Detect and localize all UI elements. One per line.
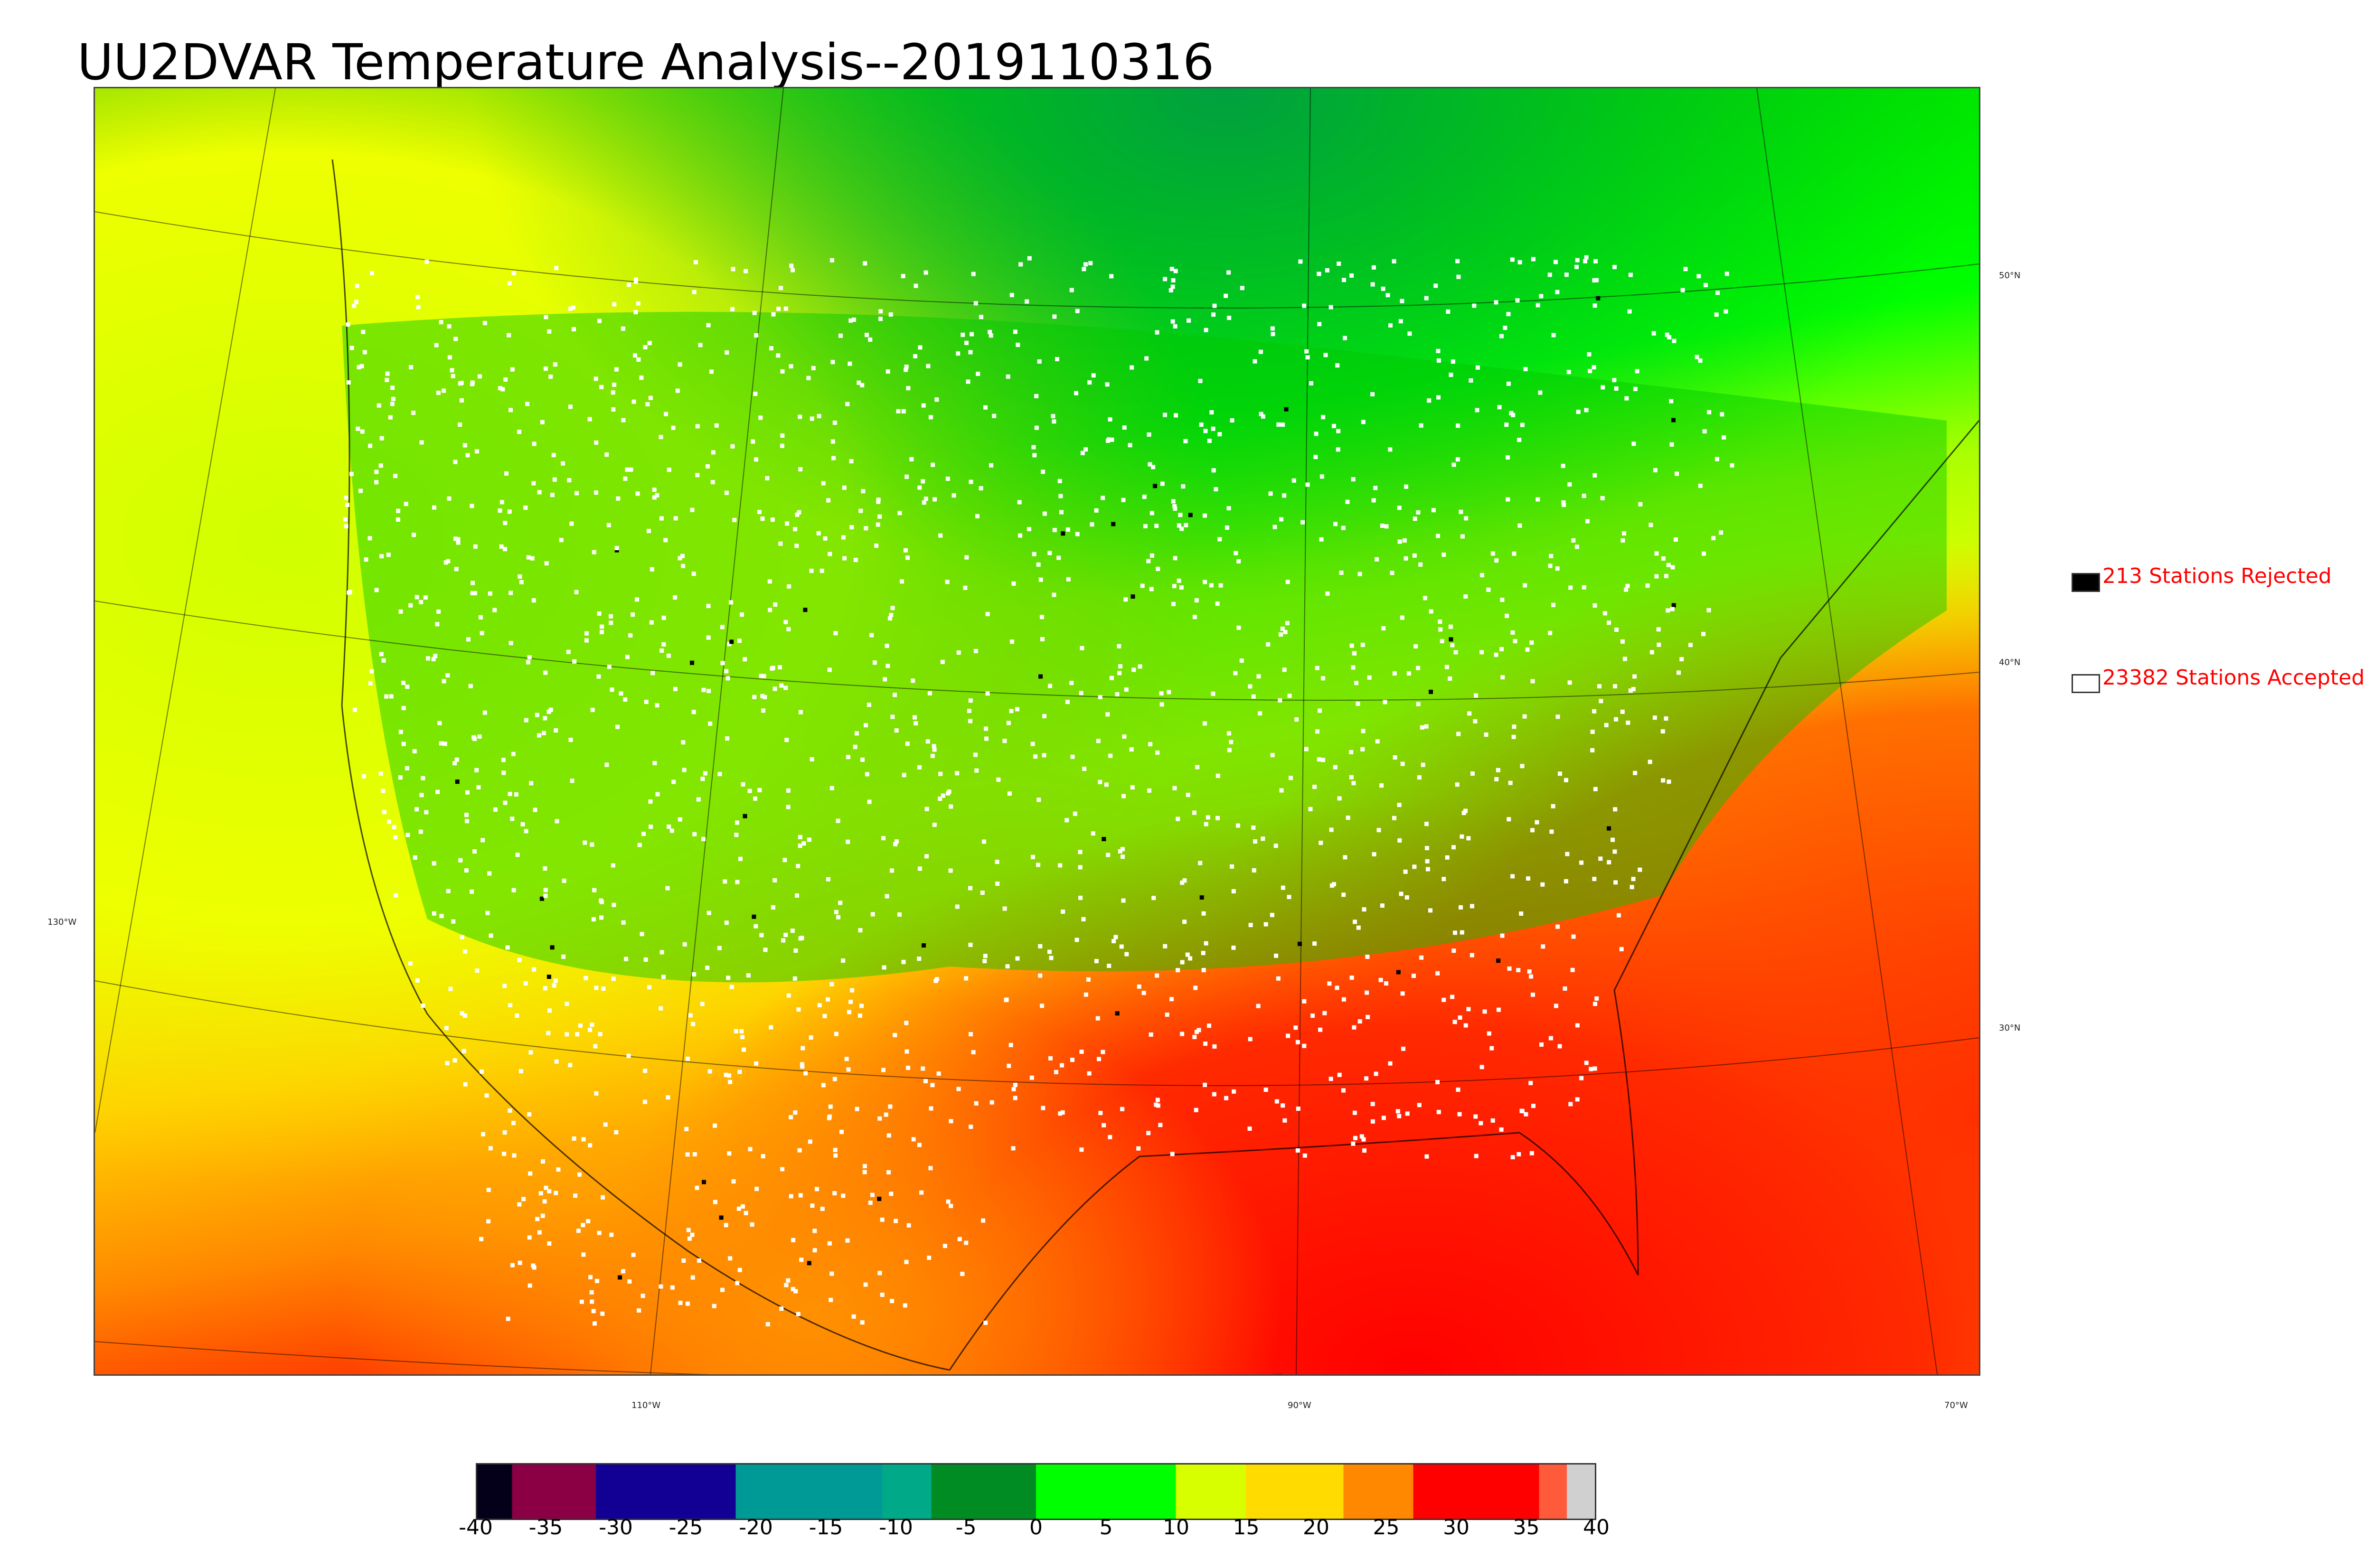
colorbar-tick-label: -10 — [879, 1515, 913, 1540]
accepted-label: 23382 Stations Accepted — [2102, 666, 2365, 690]
colorbar-tick-label: -40 — [459, 1515, 493, 1540]
colorbar-tick-label: 0 — [1029, 1515, 1043, 1540]
colorbar-tick-label: 15 — [1233, 1515, 1260, 1540]
colorbar-tick-label: -20 — [739, 1515, 773, 1540]
colorbar-tick-label: 35 — [1513, 1515, 1540, 1540]
colorbar-tick-label: -25 — [669, 1515, 703, 1540]
temperature-map — [94, 87, 1980, 1376]
colorbar-tick-label: 25 — [1373, 1515, 1400, 1540]
accepted-swatch — [2072, 674, 2100, 693]
colorbar-tick-label: -35 — [528, 1515, 563, 1540]
rejected-label: 213 Stations Rejected — [2102, 564, 2332, 588]
colorbar-tick-label: -5 — [955, 1515, 977, 1540]
temperature-colorbar — [476, 1463, 1596, 1520]
lat-label-40n: 40°N — [1999, 657, 2021, 667]
lat-label-50n: 50°N — [1999, 271, 2021, 281]
rejected-swatch — [2072, 573, 2100, 592]
colorbar-tick-label: 20 — [1303, 1515, 1329, 1540]
colorbar-tick-label: -15 — [809, 1515, 843, 1540]
colorbar-tick-label: 10 — [1163, 1515, 1189, 1540]
colorbar-tick-label: 30 — [1443, 1515, 1470, 1540]
map-title: UU2DVAR Temperature Analysis--2019110316 — [77, 33, 1215, 91]
colorbar-tick-label: 40 — [1583, 1515, 1610, 1540]
lat-label-30n: 30°N — [1999, 1023, 2021, 1033]
colorbar-tick-label: 5 — [1099, 1515, 1113, 1540]
lon-label-110w: 110°W — [631, 1400, 661, 1410]
station-markers — [343, 255, 1734, 1326]
coastline — [331, 159, 1979, 1371]
lon-label-70w: 70°W — [1944, 1400, 1968, 1410]
colorbar-tick-label: -30 — [599, 1515, 633, 1540]
lon-label-130w: 130°W — [47, 917, 77, 927]
lon-label-90w: 90°W — [1288, 1400, 1311, 1410]
